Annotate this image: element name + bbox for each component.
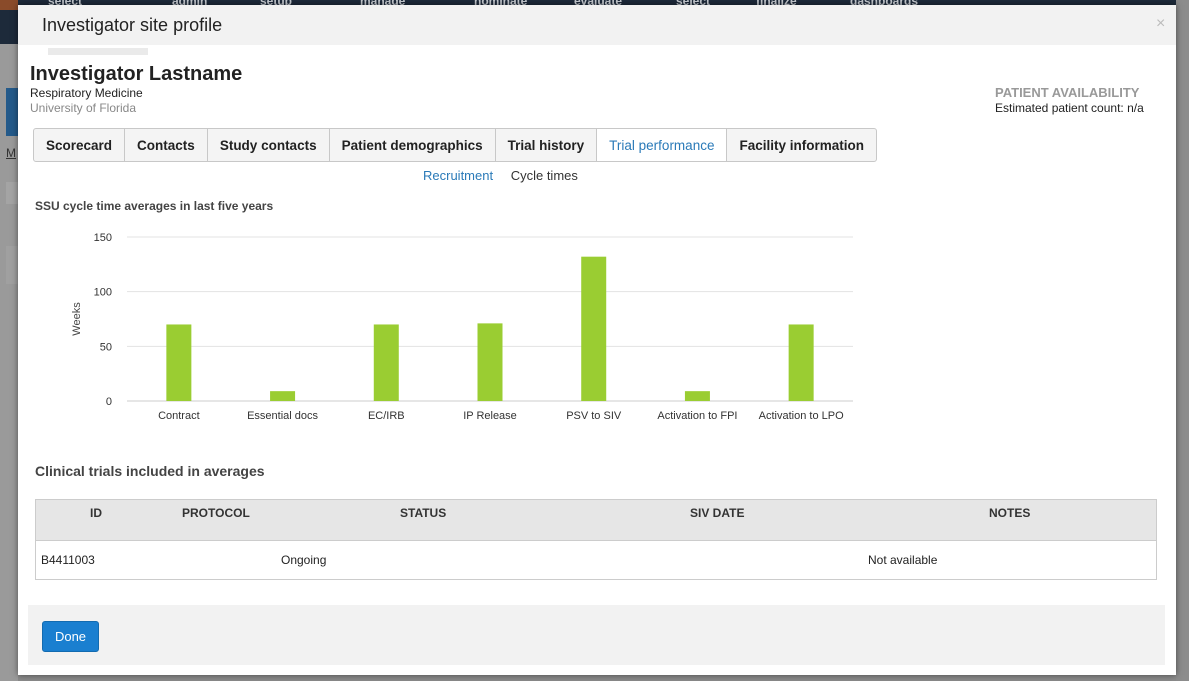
tab-facility-information[interactable]: Facility information bbox=[739, 137, 864, 153]
chart-bar bbox=[270, 391, 296, 401]
y-axis-label: Weeks bbox=[71, 302, 83, 336]
estimated-count-label: Estimated patient count: bbox=[995, 101, 1124, 115]
table-row: B4411003 Ongoing Not available bbox=[36, 541, 1156, 579]
column-header-siv-date[interactable]: SIV DATE bbox=[690, 506, 745, 520]
background-nav-item: evaluate bbox=[574, 0, 623, 8]
background-logo bbox=[0, 0, 18, 10]
trials-section-title: Clinical trials included in averages bbox=[35, 463, 265, 479]
performance-subtabs: Recruitment Cycle times bbox=[423, 168, 578, 183]
tab-trial-performance[interactable]: Trial performance bbox=[597, 129, 728, 161]
background-sidebar-block bbox=[6, 88, 18, 136]
estimated-count-value: n/a bbox=[1127, 101, 1144, 115]
modal-footer: Done bbox=[28, 605, 1165, 665]
modal-title: Investigator site profile bbox=[42, 15, 223, 35]
x-tick-label: IP Release bbox=[463, 410, 517, 422]
modal-header: Investigator site profile × bbox=[18, 5, 1176, 45]
investigator-name: Investigator Lastname bbox=[30, 63, 243, 85]
background-nav-item: finalize bbox=[756, 0, 797, 8]
x-tick-label: EC/IRB bbox=[368, 410, 405, 422]
subtab-cycle-times[interactable]: Cycle times bbox=[510, 168, 578, 183]
x-tick-label: Contract bbox=[158, 410, 200, 422]
background-nav-item: admin bbox=[172, 0, 208, 8]
chart-bar bbox=[477, 323, 503, 401]
background-nav-item: setup bbox=[260, 0, 293, 8]
background-nav-item: manage bbox=[360, 0, 406, 8]
cycle-time-bar-chart: 0 50 100 150 Weeks Contract Essential docs EC/I… bbox=[71, 232, 853, 422]
y-tick-label: 50 bbox=[100, 341, 112, 353]
background-nav-item: select bbox=[48, 0, 83, 8]
background-app-right bbox=[1176, 0, 1189, 681]
background-nav-item: nominate bbox=[474, 0, 528, 8]
background-nav-item: dashboards bbox=[850, 0, 919, 8]
header-divider bbox=[48, 48, 148, 55]
x-tick-label: PSV to SIV bbox=[566, 410, 622, 422]
x-tick-label: Activation to LPO bbox=[759, 410, 844, 422]
investigator-profile-modal: Investigator site profile × Investigator… bbox=[18, 5, 1176, 675]
done-button[interactable]: Done bbox=[42, 621, 99, 652]
close-icon[interactable]: × bbox=[1156, 15, 1166, 32]
column-header-id[interactable]: ID bbox=[90, 506, 102, 520]
cell-status: Ongoing bbox=[281, 553, 327, 567]
investigator-department: Respiratory Medicine bbox=[30, 86, 143, 100]
column-header-status[interactable]: STATUS bbox=[400, 506, 447, 520]
background-row bbox=[6, 182, 18, 204]
background-nav-item: select bbox=[676, 0, 711, 8]
y-tick-label: 150 bbox=[94, 232, 112, 244]
x-tick-label: Essential docs bbox=[247, 410, 318, 422]
patient-availability-title: PATIENT AVAILABILITY bbox=[995, 85, 1140, 100]
background-row bbox=[6, 246, 18, 284]
y-tick-label: 100 bbox=[94, 287, 112, 299]
tab-patient-demographics[interactable]: Patient demographics bbox=[330, 129, 496, 161]
y-tick-label: 0 bbox=[106, 396, 112, 408]
profile-tabs: Scorecard Contacts Study contacts Patien… bbox=[33, 128, 877, 162]
chart-bar bbox=[788, 324, 814, 401]
tab-scorecard[interactable]: Scorecard bbox=[34, 129, 126, 161]
tab-study-contacts[interactable]: Study contacts bbox=[208, 129, 330, 161]
trials-table: ID PROTOCOL STATUS SIV DATE NOTES B44110… bbox=[35, 499, 1157, 580]
x-tick-label: Activation to FPI bbox=[657, 410, 737, 422]
tab-trial-history[interactable]: Trial history bbox=[496, 129, 598, 161]
tab-contacts[interactable]: Contacts bbox=[125, 129, 208, 161]
cell-id: B4411003 bbox=[41, 553, 95, 567]
chart-bar bbox=[166, 324, 192, 401]
chart-bar bbox=[373, 324, 399, 401]
background-link: M bbox=[6, 146, 16, 160]
column-header-protocol[interactable]: PROTOCOL bbox=[182, 506, 250, 520]
estimated-patient-count: Estimated patient count: n/a bbox=[995, 101, 1144, 115]
column-header-notes[interactable]: NOTES bbox=[989, 506, 1031, 520]
cell-notes: Not available bbox=[868, 553, 938, 567]
chart-title: SSU cycle time averages in last five yea… bbox=[35, 199, 274, 213]
background-app-content bbox=[0, 44, 18, 681]
table-header: ID PROTOCOL STATUS SIV DATE NOTES bbox=[36, 500, 1156, 541]
investigator-institution: University of Florida bbox=[30, 101, 137, 115]
chart-bar bbox=[684, 391, 710, 401]
subtab-recruitment[interactable]: Recruitment bbox=[423, 168, 494, 183]
chart-bar bbox=[581, 256, 607, 401]
